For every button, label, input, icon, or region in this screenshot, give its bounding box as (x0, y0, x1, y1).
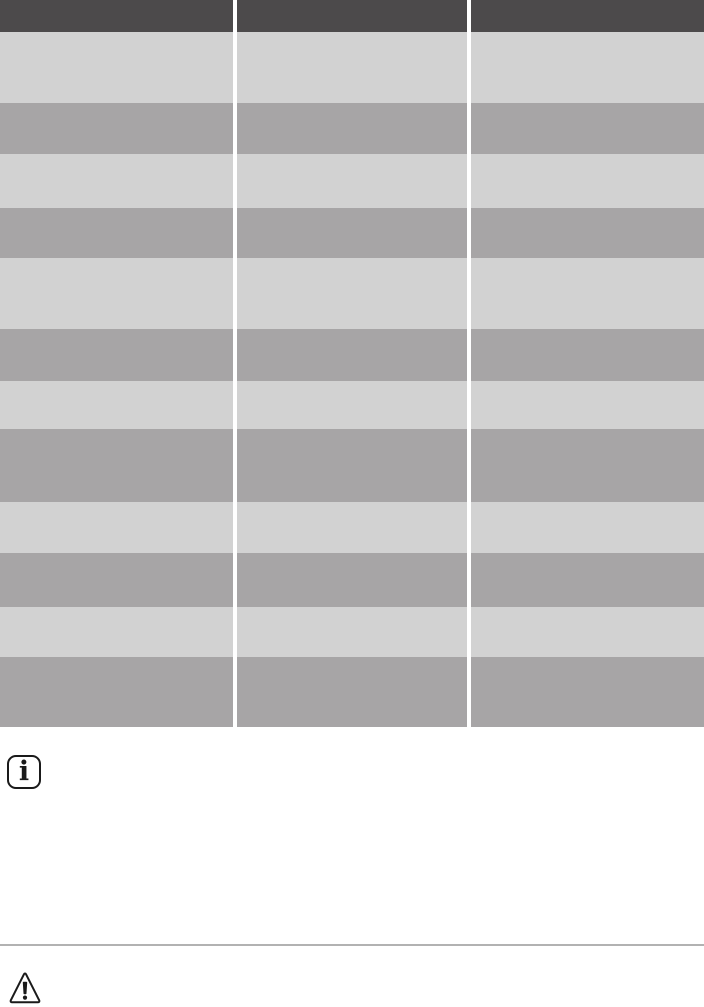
table-cell (0, 607, 233, 657)
table-row (0, 154, 704, 208)
table-header-cell (237, 0, 467, 32)
table-cell (237, 103, 467, 154)
table-cell (237, 381, 467, 429)
table-cell (471, 258, 704, 329)
table-row (0, 258, 704, 329)
table-row (0, 32, 704, 103)
table-row (0, 657, 704, 727)
table-header-cell (471, 0, 704, 32)
table-cell (471, 154, 704, 208)
table-cell (0, 657, 233, 727)
table-cell (471, 429, 704, 502)
table-row (0, 502, 704, 553)
table-row (0, 429, 704, 502)
table-cell (237, 32, 467, 103)
warning-note (8, 971, 42, 1005)
table-cell (0, 32, 233, 103)
table-cell (471, 607, 704, 657)
table-cell (237, 258, 467, 329)
table-cell (471, 32, 704, 103)
table-row (0, 553, 704, 607)
table-cell (471, 502, 704, 553)
table-cell (471, 208, 704, 258)
table-cell (0, 381, 233, 429)
table-header-row (0, 0, 704, 32)
table-cell (237, 553, 467, 607)
table-cell (471, 553, 704, 607)
table-cell (0, 154, 233, 208)
table-cell (471, 657, 704, 727)
info-icon-glyph: i (18, 755, 30, 787)
table-cell (237, 657, 467, 727)
table-cell (237, 502, 467, 553)
table-cell (237, 329, 467, 381)
table-cell (471, 103, 704, 154)
table-row (0, 103, 704, 154)
table-cell (471, 381, 704, 429)
info-icon: i (7, 755, 41, 789)
table-row (0, 329, 704, 381)
table-cell (0, 329, 233, 381)
warning-triangle-icon (9, 972, 41, 1004)
table-row (0, 607, 704, 657)
table-cell (237, 607, 467, 657)
table-cell (0, 502, 233, 553)
table-row (0, 208, 704, 258)
table-cell (0, 429, 233, 502)
table (0, 0, 704, 727)
table-cell (0, 553, 233, 607)
table-cell (0, 258, 233, 329)
table-cell (0, 103, 233, 154)
section-divider (0, 944, 704, 946)
table-cell (0, 208, 233, 258)
table-cell (471, 329, 704, 381)
table-row (0, 381, 704, 429)
table-cell (237, 154, 467, 208)
table-cell (237, 208, 467, 258)
info-note: i (7, 755, 41, 789)
table-header-cell (0, 0, 233, 32)
table-cell (237, 429, 467, 502)
